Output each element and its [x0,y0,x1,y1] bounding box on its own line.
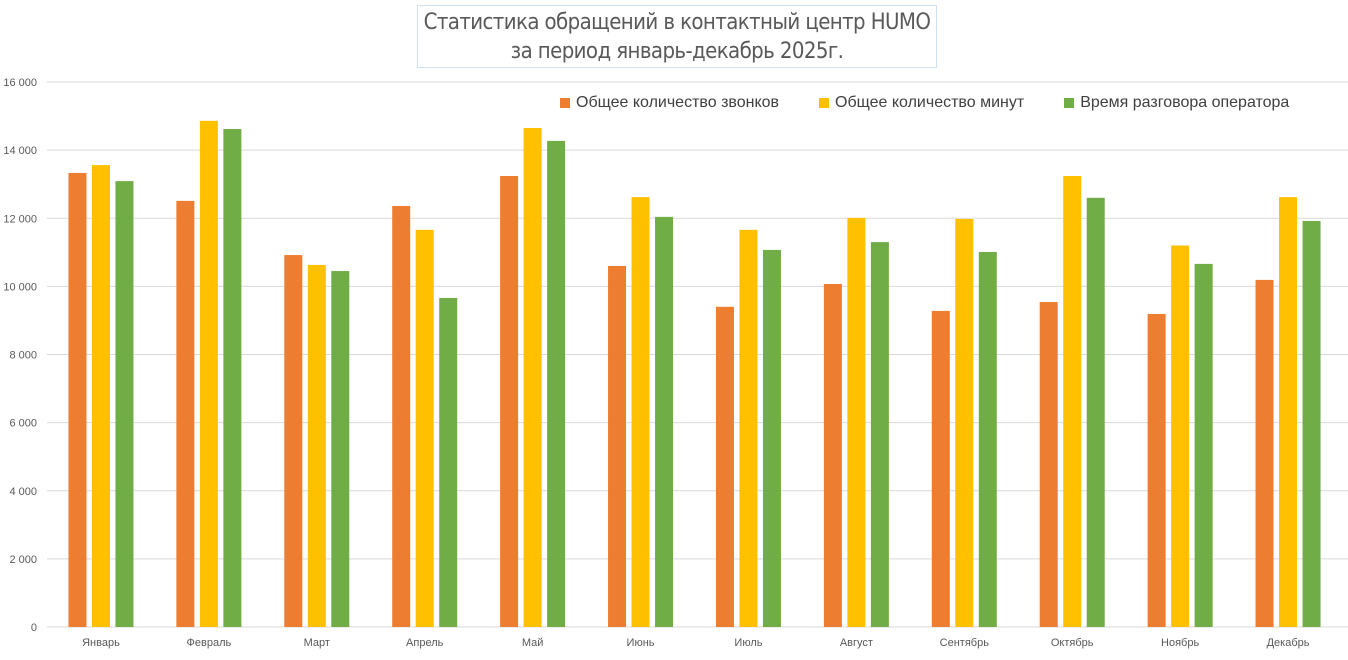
bar-3 [223,129,242,627]
y-tick-label: 6 000 [9,418,37,430]
x-tick-label: Январь [82,637,120,649]
bar-1 [500,176,519,627]
bar-1 [608,265,627,627]
x-tick-label: Июнь [627,637,655,649]
bar-2 [847,217,866,628]
legend-label: Время разговора оператора [1080,94,1290,111]
chart-title-box: Статистика обращений в контактный центр … [417,5,937,68]
bar-1 [931,310,950,627]
x-tick-label: Октябрь [1051,637,1094,649]
legend-swatch [1064,98,1075,108]
x-tick-label: Июль [734,637,762,649]
bar-1 [1255,279,1274,627]
y-tick-label: 14 000 [3,145,37,157]
bar-2 [1063,176,1082,627]
y-tick-label: 4 000 [9,486,37,498]
bar-3 [331,271,350,627]
bar-1 [392,205,411,628]
bar-2 [199,120,218,628]
bar-1 [176,200,195,628]
chart-subtitle: за период январь-декабрь 2025г. [510,39,844,64]
legend-item-calls: Общее количество звонков [560,94,779,112]
bar-2 [739,229,758,628]
bar-2 [1279,197,1298,627]
x-tick-label: Март [304,637,330,649]
bar-3 [1086,197,1105,627]
legend-label: Общее количество минут [835,94,1025,111]
y-tick-label: 0 [31,622,37,634]
bar-2 [955,218,974,627]
y-tick-label: 16 000 [3,77,37,89]
bar-2 [523,127,542,627]
legend: Общее количество звонков Общее количеств… [560,94,1329,112]
bar-3 [547,140,566,627]
x-tick-label: Май [522,637,544,649]
legend-swatch [819,98,830,108]
legend-item-talk-time: Время разговора оператора [1064,94,1289,112]
chart-title: Статистика обращений в контактный центр … [423,10,931,35]
bar-3 [115,181,134,627]
bar-1 [823,283,842,627]
bar-1 [1147,313,1166,627]
y-tick-label: 12 000 [3,213,37,225]
y-tick-label: 10 000 [3,281,37,293]
bar-3 [762,249,781,627]
bar-2 [307,264,326,627]
x-tick-label: Август [840,637,873,649]
bar-2 [91,165,110,628]
bar-3 [1194,263,1213,627]
bar-3 [978,251,997,628]
legend-item-minutes: Общее количество минут [819,94,1024,112]
bar-3 [655,216,674,627]
bar-3 [870,242,889,627]
x-tick-label: Февраль [187,637,232,649]
bar-3 [439,297,458,627]
y-tick-label: 2 000 [9,554,37,566]
legend-swatch [560,98,570,108]
bar-1 [284,255,303,627]
x-tick-label: Ноябрь [1161,637,1199,649]
bar-3 [1302,220,1321,627]
y-tick-label: 8 000 [9,350,37,362]
x-tick-label: Апрель [406,637,444,649]
bar-1 [68,172,87,627]
bar-2 [631,197,650,627]
bar-2 [415,229,434,628]
x-tick-label: Сентябрь [940,637,990,649]
x-tick-label: Декабрь [1267,637,1310,649]
bar-1 [715,306,734,627]
legend-label: Общее количество звонков [576,94,780,111]
bar-1 [1039,302,1058,627]
bar-2 [1171,245,1190,627]
